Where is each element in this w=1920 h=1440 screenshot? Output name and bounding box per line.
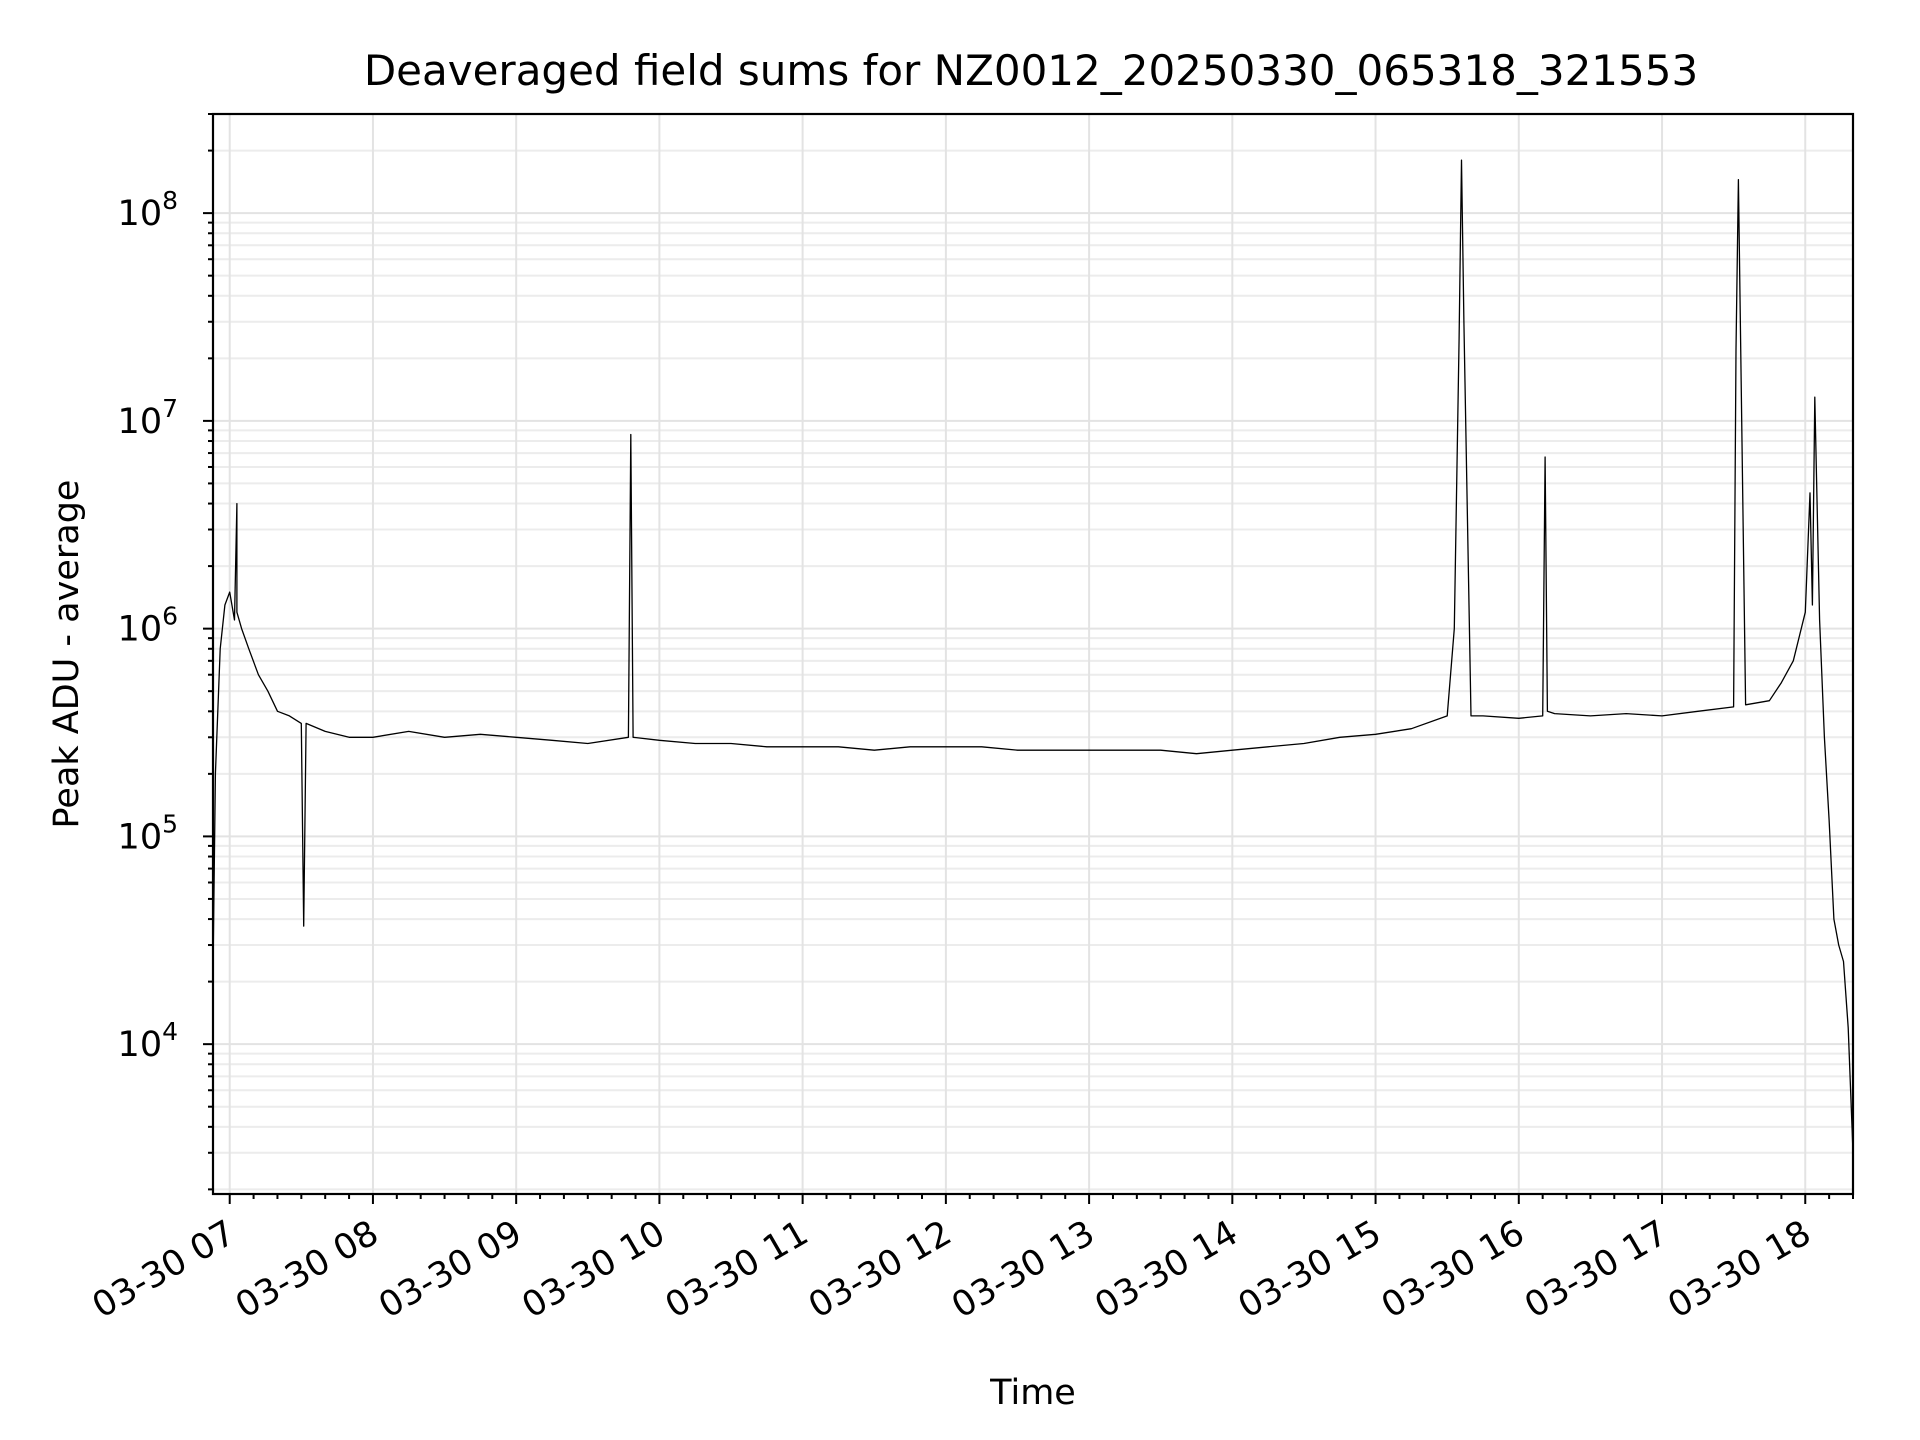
plot-frame — [211, 112, 1855, 1196]
y-tick-label: 108 — [118, 186, 178, 234]
x-tick-label: 03-30 14 — [1089, 1213, 1245, 1326]
series-layer — [212, 159, 1854, 1153]
x-tick-label: 03-30 12 — [802, 1213, 958, 1326]
y-tick-label: 106 — [118, 602, 178, 650]
x-tick-label: 03-30 08 — [229, 1213, 385, 1326]
x-tick-label: 03-30 09 — [372, 1213, 528, 1326]
x-tick-label: 03-30 11 — [659, 1213, 815, 1326]
y-tick-label: 107 — [118, 394, 178, 442]
minor-gridlines — [213, 113, 1853, 1191]
series-line — [212, 159, 1854, 1153]
y-axis-label: Peak ADU - average — [47, 480, 87, 829]
x-tick-label: 03-30 18 — [1661, 1213, 1817, 1326]
axis-ticks — [203, 113, 1854, 1204]
x-tick-label: 03-30 16 — [1375, 1213, 1531, 1326]
y-tick-labels: 104 105 106 107 108 — [118, 186, 178, 1065]
x-tick-label: 03-30 10 — [516, 1213, 672, 1326]
x-tick-label: 03-30 15 — [1232, 1213, 1388, 1326]
chart-title: Deaveraged field sums for NZ0012_2025033… — [364, 46, 1698, 95]
x-tick-label: 03-30 17 — [1518, 1213, 1674, 1326]
y-tick-label: 105 — [118, 809, 178, 857]
x-tick-label: 03-30 13 — [945, 1213, 1101, 1326]
major-gridlines — [213, 114, 1853, 1194]
x-tick-label: 03-30 07 — [86, 1213, 242, 1326]
y-tick-label: 104 — [118, 1017, 178, 1065]
x-axis-label: Time — [989, 1373, 1076, 1413]
